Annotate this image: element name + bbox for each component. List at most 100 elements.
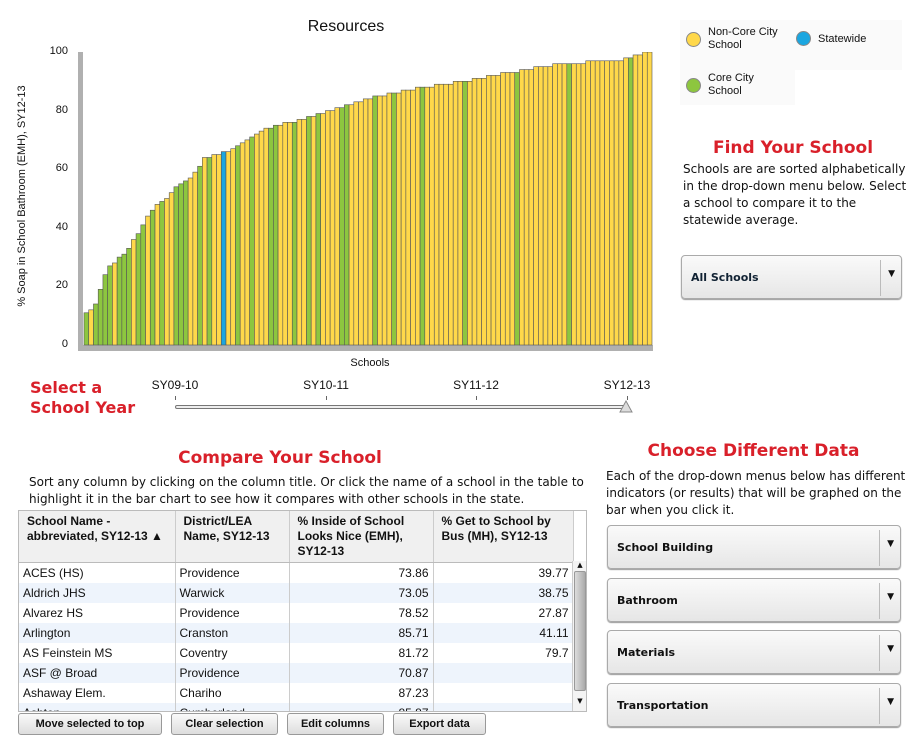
bar[interactable] — [164, 198, 170, 346]
bar[interactable] — [604, 60, 610, 346]
bar[interactable] — [254, 133, 260, 346]
scroll-down-icon[interactable]: ▼ — [577, 697, 583, 705]
bar[interactable] — [348, 104, 355, 346]
bar[interactable] — [112, 262, 118, 346]
bar[interactable] — [495, 75, 501, 346]
bar[interactable] — [623, 57, 629, 346]
bar[interactable] — [538, 66, 544, 346]
bar[interactable] — [462, 80, 468, 346]
bar[interactable] — [239, 142, 246, 346]
bar[interactable] — [154, 204, 161, 346]
bar[interactable] — [140, 224, 146, 346]
bar[interactable] — [575, 63, 582, 346]
edit-columns-button[interactable]: Edit columns — [287, 713, 384, 735]
bar[interactable] — [135, 233, 142, 346]
bar[interactable] — [358, 101, 364, 346]
bar[interactable] — [637, 54, 643, 346]
bar[interactable] — [121, 253, 127, 346]
bar[interactable] — [504, 72, 511, 346]
bathroom-dropdown[interactable]: Bathroom ▼ — [607, 578, 901, 622]
column-school-name[interactable]: School Name - abbreviated, SY12-13 ▲ — [19, 511, 176, 563]
bar[interactable] — [632, 54, 639, 346]
bar[interactable] — [102, 274, 108, 346]
bar[interactable] — [415, 86, 421, 346]
bar[interactable] — [83, 312, 90, 346]
bar[interactable] — [268, 127, 274, 346]
bar[interactable] — [315, 113, 321, 346]
year-label[interactable]: SY11-12 — [453, 378, 499, 392]
bar[interactable] — [377, 95, 383, 346]
bar[interactable] — [178, 183, 184, 346]
bar[interactable] — [97, 289, 104, 346]
bar[interactable] — [211, 154, 217, 346]
bar[interactable] — [372, 95, 378, 346]
bar[interactable] — [646, 52, 653, 346]
year-label[interactable]: SY12-13 — [603, 378, 651, 392]
bar[interactable] — [547, 66, 553, 346]
bar[interactable] — [220, 151, 227, 346]
table-scrollbar[interactable]: ▲ ▼ — [572, 561, 586, 711]
year-slider-thumb[interactable] — [619, 400, 633, 413]
bar[interactable] — [192, 171, 198, 346]
materials-dropdown[interactable]: Materials ▼ — [607, 630, 901, 674]
bar[interactable] — [202, 157, 208, 346]
bar[interactable] — [486, 75, 492, 346]
bar[interactable] — [173, 186, 179, 346]
bar[interactable] — [457, 80, 463, 346]
bar[interactable] — [88, 309, 94, 346]
school-dropdown[interactable]: All Schools ▼ — [681, 255, 902, 299]
bar[interactable] — [273, 124, 279, 346]
year-label[interactable]: SY09-10 — [151, 378, 199, 392]
bar[interactable] — [599, 60, 605, 346]
bar[interactable] — [93, 303, 99, 346]
cell-school[interactable]: Ashaway Elem. — [19, 682, 176, 703]
bar[interactable] — [320, 113, 326, 346]
bar[interactable] — [282, 122, 288, 346]
scroll-thumb[interactable] — [574, 571, 586, 691]
scroll-up-icon[interactable]: ▲ — [577, 561, 583, 569]
bar[interactable] — [183, 180, 189, 346]
bar[interactable] — [613, 60, 620, 346]
bar[interactable] — [471, 78, 478, 346]
bar[interactable] — [187, 177, 194, 346]
bar[interactable] — [481, 78, 487, 346]
bar[interactable] — [419, 86, 426, 346]
bar[interactable] — [509, 72, 516, 346]
bar[interactable] — [159, 201, 165, 346]
bar[interactable] — [310, 116, 317, 346]
bar[interactable] — [514, 72, 520, 346]
cell-school[interactable]: ASF @ Broad — [19, 662, 176, 683]
bar[interactable] — [249, 136, 255, 346]
bar[interactable] — [523, 69, 530, 346]
cell-school[interactable]: ACES (HS) — [19, 562, 176, 583]
cell-school[interactable]: Ashton — [19, 702, 176, 711]
bar[interactable] — [225, 151, 232, 346]
bar[interactable] — [296, 119, 303, 346]
bar[interactable] — [443, 83, 449, 346]
bar[interactable] — [528, 69, 534, 346]
column-district[interactable]: District/LEA Name, SY12-13 — [175, 511, 290, 563]
bar[interactable] — [230, 148, 236, 346]
clear-selection-button[interactable]: Clear selection — [171, 713, 278, 735]
cell-school[interactable]: Alvarez HS — [19, 602, 176, 623]
bar[interactable] — [452, 80, 459, 346]
bar[interactable] — [197, 165, 203, 346]
bar[interactable] — [438, 83, 445, 346]
bar[interactable] — [107, 265, 113, 346]
table-row[interactable]: ACES (HS) Providence 73.86 39.77 — [19, 562, 574, 583]
bar[interactable] — [287, 122, 293, 346]
bar[interactable] — [263, 127, 269, 346]
bar[interactable] — [400, 89, 407, 346]
bar[interactable] — [334, 107, 340, 346]
bar[interactable] — [571, 63, 577, 346]
table-row[interactable]: Ashaway Elem. Chariho 87.23 — [19, 682, 574, 703]
bar[interactable] — [216, 154, 222, 346]
bar[interactable] — [244, 139, 250, 346]
bar[interactable] — [433, 83, 440, 346]
bar[interactable] — [145, 215, 151, 346]
cell-school[interactable]: Arlington — [19, 622, 176, 643]
bar[interactable] — [590, 60, 596, 346]
bar[interactable] — [301, 119, 307, 346]
bar[interactable] — [277, 124, 284, 346]
bar[interactable] — [168, 192, 175, 346]
